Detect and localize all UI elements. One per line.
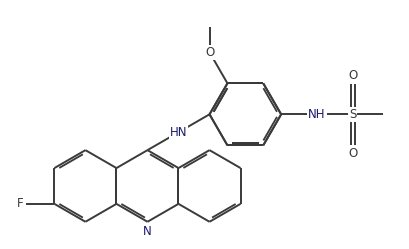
Text: O: O	[348, 69, 357, 82]
Text: F: F	[17, 197, 24, 210]
Text: S: S	[349, 108, 357, 121]
Text: O: O	[348, 147, 357, 160]
Text: HN: HN	[170, 126, 187, 139]
Text: NH: NH	[308, 108, 326, 121]
Text: N: N	[143, 225, 152, 238]
Text: O: O	[205, 46, 214, 59]
